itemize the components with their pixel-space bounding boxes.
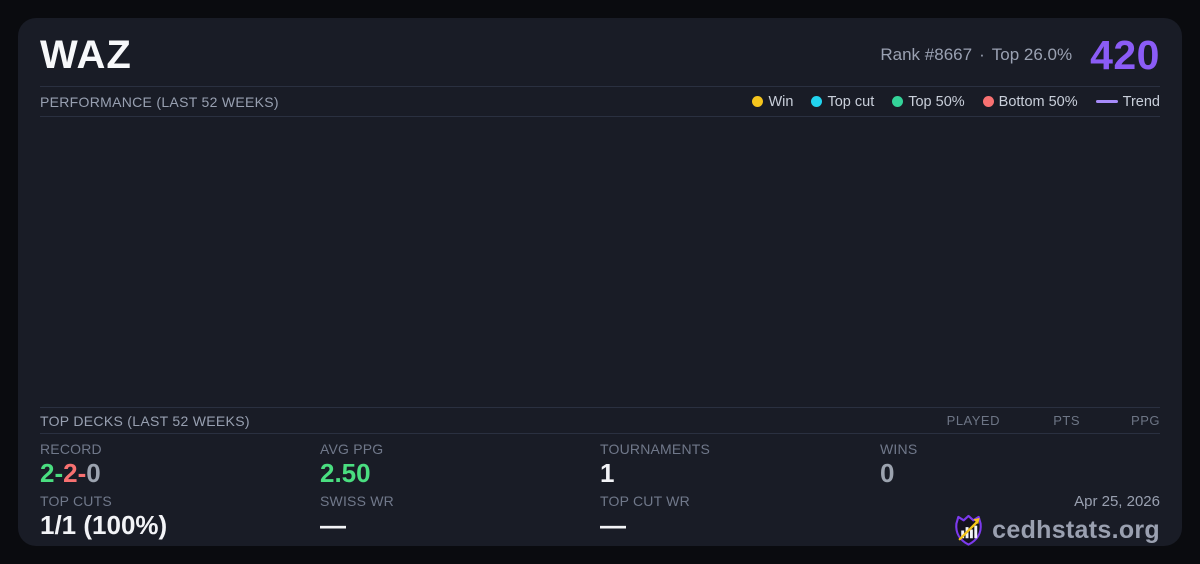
column-header-played: PLAYED: [946, 413, 1000, 428]
deck-title: WAZ: [40, 32, 132, 77]
stat-swiss-wr: SWISS WR —: [320, 486, 600, 546]
legend-dot-icon: [752, 96, 764, 107]
dot-separator: ·: [979, 45, 985, 64]
top-cut-wr-value: —: [600, 510, 626, 540]
column-header-ppg: PPG: [1131, 413, 1160, 428]
cedhstats-logo-icon: [953, 514, 984, 547]
stat-swiss-wr-label: SWISS WR: [320, 493, 394, 509]
chart-legend: Win Top cut Top 50% Bottom 50% Trend: [752, 94, 1160, 110]
footer: Apr 25, 2026 cedhstats.org: [880, 486, 1160, 546]
stats-card: WAZ Rank #8667 · Top 26.0% 420 PERFORMANCE…: [18, 18, 1182, 546]
wins-value: 0: [880, 458, 895, 488]
stat-record: RECORD 2-2-0: [40, 434, 320, 488]
snapshot-date: Apr 25, 2026: [1074, 493, 1160, 510]
rank-number: Rank #8667: [880, 45, 973, 64]
stat-avg-ppg: AVG PPG 2.50: [320, 434, 600, 488]
stat-avg-ppg-label: AVG PPG: [320, 441, 384, 457]
stat-top-cut-wr: TOP CUT WR —: [600, 486, 880, 546]
record-part: 0: [86, 458, 101, 488]
stat-record-label: RECORD: [40, 441, 102, 457]
brand-text: cedhstats.org: [992, 516, 1160, 544]
score-value: 420: [1090, 31, 1160, 78]
rank-text: Rank #8667 · Top 26.0%: [880, 45, 1072, 65]
legend-label: Win: [768, 93, 794, 110]
avg-ppg-value: 2.50: [320, 458, 371, 488]
legend-item-top-50-: Top 50%: [892, 93, 965, 110]
legend-item-top-cut: Top cut: [811, 94, 874, 110]
legend-item-trend: Trend: [1095, 93, 1160, 110]
legend-dot-icon: [811, 96, 823, 107]
top-cuts-value: 1/1 (100%): [40, 510, 168, 540]
column-header-pts: PTS: [1053, 413, 1080, 428]
top-decks-section-title: TOP DECKS (LAST 52 WEEKS): [40, 412, 250, 429]
performance-chart: [40, 117, 1160, 407]
stat-wins: WINS 0: [880, 434, 1160, 488]
record-part: 2-: [40, 458, 64, 488]
stat-tournaments: TOURNAMENTS 1: [600, 434, 880, 488]
performance-section-title: PERFORMANCE (LAST 52 WEEKS): [40, 93, 279, 110]
legend-dot-icon: [892, 96, 904, 107]
record-part: 2-: [63, 458, 87, 488]
legend-item-win: Win: [752, 94, 793, 110]
legend-label: Top 50%: [908, 93, 965, 110]
percentile-text: Top 26.0%: [991, 45, 1073, 64]
stat-wins-label: WINS: [880, 441, 918, 457]
brand: cedhstats.org: [953, 514, 1160, 547]
stats-grid: RECORD 2-2-0 AVG PPG 2.50 TOURNAMENTS 1 …: [40, 434, 1160, 546]
trend-line-icon: [1095, 100, 1118, 103]
card-header: WAZ Rank #8667 · Top 26.0% 420: [40, 18, 1160, 86]
swiss-wr-value: —: [320, 510, 346, 540]
stat-tournaments-label: TOURNAMENTS: [600, 441, 711, 457]
performance-header-row: PERFORMANCE (LAST 52 WEEKS) Win Top cut To…: [40, 86, 1160, 117]
record-value: 2-2-0: [40, 458, 320, 488]
header-right: Rank #8667 · Top 26.0% 420: [880, 32, 1160, 79]
legend-label: Top cut: [827, 93, 875, 110]
legend-dot-icon: [982, 96, 994, 107]
stat-top-cuts-label: TOP CUTS: [40, 493, 112, 509]
legend-item-bottom-50-: Bottom 50%: [982, 93, 1078, 110]
legend-label: Trend: [1122, 93, 1160, 110]
legend-label: Bottom 50%: [998, 93, 1078, 110]
stat-top-cuts: TOP CUTS 1/1 (100%): [40, 486, 320, 546]
top-decks-header-row: TOP DECKS (LAST 52 WEEKS) PLAYED PTS PPG: [40, 407, 1160, 434]
tournaments-value: 1: [600, 458, 615, 488]
top-decks-column-headers: PLAYED PTS PPG: [920, 413, 1160, 428]
stat-top-cut-wr-label: TOP CUT WR: [600, 493, 690, 509]
